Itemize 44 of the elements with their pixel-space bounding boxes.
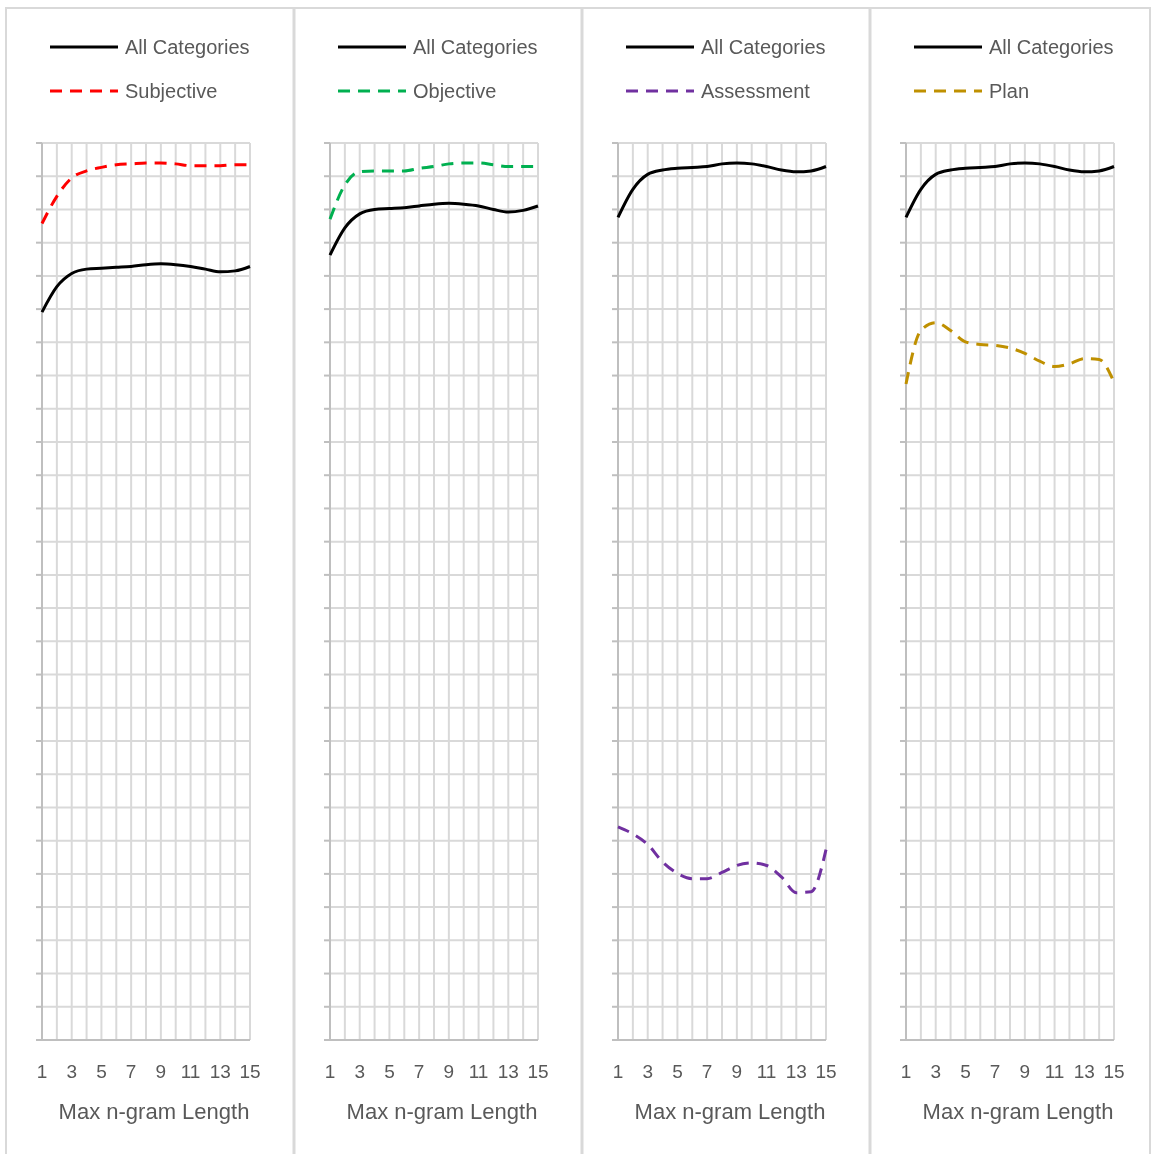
x-tick-label: 11 [756,1061,777,1082]
x-axis-title: Max n-gram Length [346,1099,538,1124]
x-tick-label: 9 [731,1061,743,1082]
x-tick-label: 5 [672,1061,683,1082]
x-tick-label: 15 [239,1061,261,1082]
legend-label: Objective [413,80,497,102]
x-tick-label: 7 [125,1061,137,1082]
x-axis-title: Max n-gram Length [58,1099,250,1124]
x-tick-label: 3 [66,1061,77,1082]
x-tick-label: 13 [497,1061,519,1082]
x-tick-label: 5 [960,1061,971,1082]
x-tick-label: 7 [701,1061,713,1082]
x-tick-label: 9 [1019,1061,1031,1082]
legend-label: All Categories [989,36,1114,58]
x-tick-label: 3 [930,1061,941,1082]
x-tick-label: 5 [384,1061,395,1082]
x-tick-label: 13 [1073,1061,1095,1082]
x-tick-label: 1 [900,1061,912,1082]
x-tick-label: 11 [1044,1061,1065,1082]
x-tick-label: 13 [209,1061,231,1082]
x-tick-label: 11 [180,1061,201,1082]
x-tick-label: 3 [354,1061,365,1082]
legend-label: All Categories [413,36,538,58]
x-tick-label: 15 [527,1061,549,1082]
x-tick-label: 3 [642,1061,653,1082]
x-tick-label: 7 [413,1061,425,1082]
x-tick-label: 1 [612,1061,624,1082]
x-axis-title: Max n-gram Length [634,1099,826,1124]
x-tick-label: 1 [36,1061,48,1082]
x-tick-label: 15 [1103,1061,1125,1082]
legend-label: Plan [989,80,1030,102]
x-tick-label: 11 [468,1061,489,1082]
legend-label: Subjective [125,80,218,102]
legend-label: All Categories [701,36,826,58]
x-tick-label: 1 [324,1061,336,1082]
legend-label: All Categories [125,36,250,58]
x-tick-label: 13 [785,1061,807,1082]
x-tick-label: 15 [815,1061,837,1082]
legend-label: Assessment [701,80,811,102]
x-tick-label: 7 [989,1061,1001,1082]
x-axis-title: Max n-gram Length [922,1099,1114,1124]
x-tick-label: 9 [155,1061,167,1082]
x-tick-label: 9 [443,1061,455,1082]
x-tick-label: 5 [96,1061,107,1082]
